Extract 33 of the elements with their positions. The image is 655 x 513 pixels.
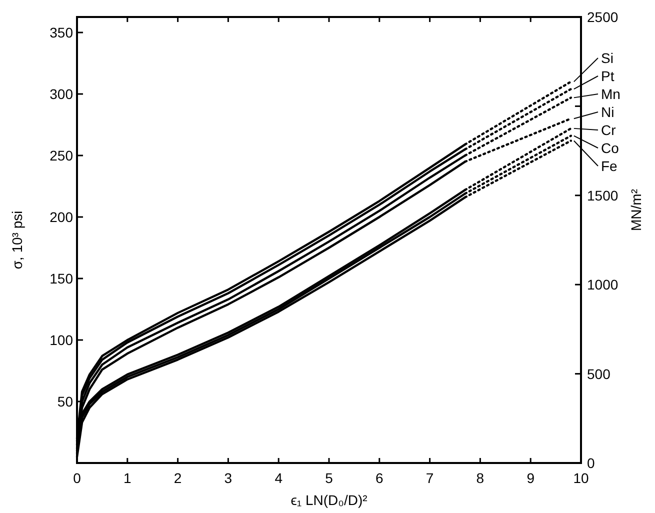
x-tick-label: 10	[573, 470, 589, 486]
y-tick-label: 350	[50, 24, 74, 40]
y-tick-label: 250	[50, 148, 74, 164]
y2-tick-label: 1500	[587, 187, 618, 204]
x-tick-label: 9	[526, 470, 535, 486]
legend-label: Pt	[601, 68, 614, 84]
text: Si	[601, 50, 614, 66]
x-tick-label: 7	[426, 470, 434, 486]
y-tick-label: 150	[50, 270, 74, 286]
x-tick-label: 2	[174, 470, 182, 486]
y-tick-label: 100	[50, 332, 74, 348]
y-axis-title: σ, 10³ psi	[9, 210, 25, 270]
y-tick-label: 200	[50, 209, 74, 225]
y-tick-label: 300	[50, 86, 74, 102]
y2-tick-label: 500	[587, 366, 611, 382]
x-tick-label: 4	[274, 470, 283, 486]
x-tick-label: 3	[224, 470, 232, 486]
x-tick-label: 0	[73, 470, 82, 486]
legend-label: Ni	[601, 104, 614, 120]
y2-tick-label: 1000	[587, 276, 618, 293]
x-tick-label: 5	[325, 470, 334, 486]
y2-tick-label: 0	[587, 455, 595, 471]
legend-label: Co	[601, 140, 620, 156]
legend-label: Mn	[601, 86, 620, 102]
x-tick-label: 6	[376, 470, 384, 486]
text: Fe	[601, 158, 618, 174]
y2-axis-title: MN/m²	[628, 188, 644, 231]
x-axis-title: ϵ₁ LN(D₀/D)²	[290, 492, 368, 508]
legend-label: Cr	[601, 122, 616, 138]
y-tick-label: 50	[57, 394, 74, 410]
x-tick-label: 8	[476, 470, 484, 486]
y2-tick-label: 2500	[587, 9, 618, 25]
x-tick-label: 1	[124, 470, 132, 486]
